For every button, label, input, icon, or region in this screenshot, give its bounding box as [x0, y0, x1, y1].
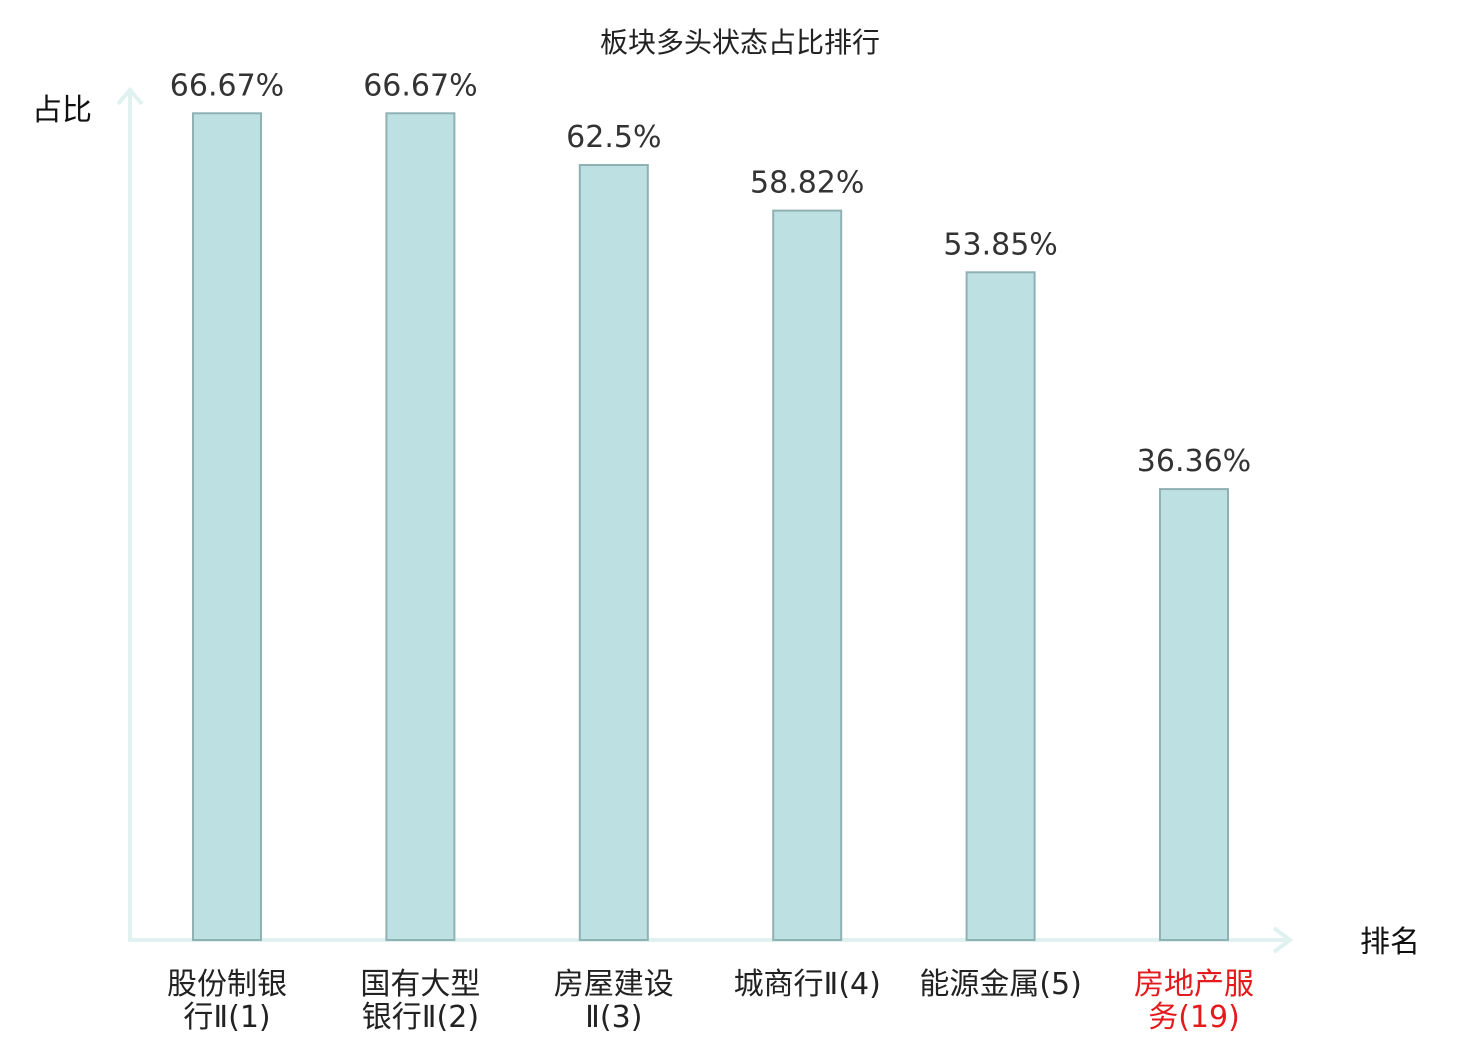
category-label-line: 银行Ⅱ(2) [362, 1000, 479, 1035]
category-label-line: 能源金属(5) [919, 967, 1082, 1002]
category-label-line: 城商行Ⅱ(4) [734, 967, 881, 1002]
category-label: 房屋建设 Ⅱ(3) [554, 967, 674, 1035]
category-labels: 股份制银行Ⅱ(1) 国有大型银行Ⅱ(2) 房屋建设 Ⅱ(3) 城商行Ⅱ(4) 能源金属(5… [167, 967, 1254, 1035]
bar-value-label: 36.36% [1137, 444, 1251, 479]
bar-value-label: 58.82% [750, 166, 864, 201]
category-label-line: 房屋建设 [554, 967, 674, 1002]
y-axis-label: 占比 [32, 93, 92, 128]
category-label-line: 国有大型 [360, 967, 480, 1002]
category-label: 房地产服务(19) [1134, 967, 1254, 1035]
x-axis [128, 926, 1294, 954]
bar-value-label: 66.67% [170, 68, 284, 103]
category-label: 股份制银行Ⅱ(1) [167, 967, 287, 1035]
x-axis-label: 排名 [1360, 925, 1420, 960]
bar [965, 271, 1036, 941]
bars [192, 112, 1229, 942]
bar-value-label: 66.67% [363, 68, 477, 103]
category-label-line: 行Ⅱ(1) [183, 1000, 270, 1035]
bar [578, 164, 649, 941]
category-label-line: 股份制银 [167, 967, 287, 1002]
bar [192, 112, 262, 942]
y-axis-arrow [116, 86, 144, 106]
x-axis-arrow [1272, 926, 1294, 954]
category-label: 国有大型银行Ⅱ(2) [360, 967, 480, 1035]
bar-value-label: 62.5% [566, 120, 661, 155]
bar [385, 112, 456, 942]
value-labels: 66.67% 66.67% 62.5% 58.82% 53.85% 36.36% [170, 68, 1251, 479]
category-label: 城商行Ⅱ(4) [734, 967, 881, 1002]
bar [1159, 488, 1229, 941]
category-label-line: Ⅱ(3) [585, 1000, 642, 1035]
category-label-line: 务(19) [1148, 1000, 1240, 1035]
chart-title: 板块多头状态占比排行 [600, 26, 880, 59]
y-axis [116, 86, 144, 940]
bar [772, 209, 843, 942]
category-label: 能源金属(5) [919, 967, 1082, 1002]
bar-value-label: 53.85% [943, 227, 1057, 262]
category-label-line: 房地产服 [1134, 967, 1254, 1002]
